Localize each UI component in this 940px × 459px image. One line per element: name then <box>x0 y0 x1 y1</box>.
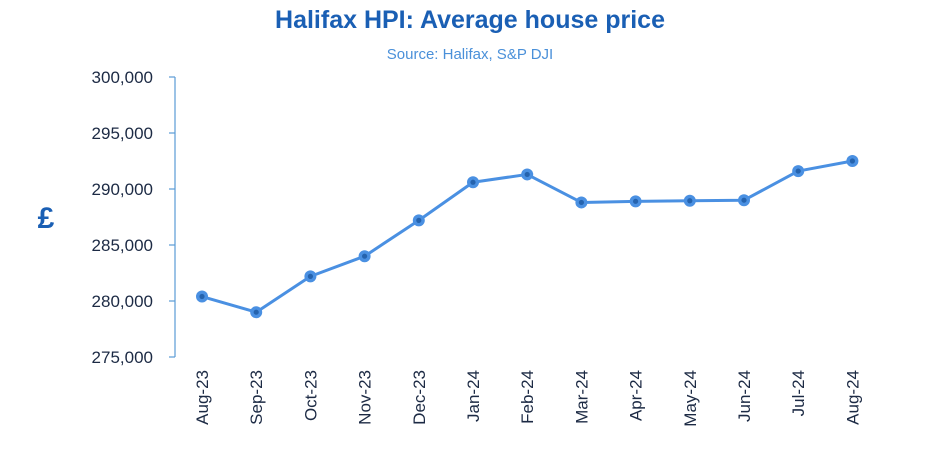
x-tick-label: Jun-24 <box>735 370 754 422</box>
data-point-core <box>253 309 259 315</box>
series-line <box>201 159 853 314</box>
chart-title: Halifax HPI: Average house price <box>275 6 665 34</box>
series-group <box>196 155 859 319</box>
y-axis-ticks: 275,000 280,000 285,000 290,000 295,000 300,0… <box>92 68 175 367</box>
x-tick-label: Jan-24 <box>464 370 483 422</box>
x-tick-label: Jul-24 <box>789 370 808 416</box>
data-point-core <box>199 293 205 300</box>
x-tick-label: Sep-23 <box>247 370 266 425</box>
y-axis-label: £ <box>38 202 55 235</box>
data-point-core <box>362 253 368 259</box>
data-point-core <box>578 199 585 206</box>
data-point-core <box>524 171 530 178</box>
data-point-core <box>687 198 693 204</box>
y-tick-label: 295,000 <box>92 124 153 143</box>
x-tick-label: Feb-24 <box>518 370 537 424</box>
x-tick-label: May-24 <box>681 370 700 427</box>
x-tick-label: Oct-23 <box>301 370 320 421</box>
data-point-core <box>416 217 422 223</box>
x-tick-label: Aug-23 <box>193 370 212 425</box>
y-tick-label: 275,000 <box>92 348 153 367</box>
x-tick-label: Nov-23 <box>356 370 375 425</box>
x-tick-label: Aug-24 <box>843 370 862 425</box>
data-point-core <box>849 158 856 164</box>
data-point-core <box>307 273 313 279</box>
x-tick-label: Mar-24 <box>572 370 591 424</box>
x-tick-label: Dec-23 <box>410 370 429 425</box>
x-tick-label: Apr-24 <box>627 370 646 421</box>
y-tick-label: 290,000 <box>92 180 153 199</box>
y-tick-label: 285,000 <box>92 236 153 255</box>
data-point-core <box>470 179 476 185</box>
y-tick-label: 300,000 <box>92 68 153 87</box>
data-point-core <box>795 168 801 174</box>
chart-subtitle: Source: Halifax, S&P DJI <box>386 46 554 63</box>
data-point-core <box>741 197 747 203</box>
x-axis-ticks: Aug-23 Sep-23 Oct-23 Nov-23 Dec-23 Jan-24 Feb-… <box>193 370 862 427</box>
y-tick-label: 280,000 <box>92 292 153 311</box>
data-point-core <box>633 198 639 204</box>
